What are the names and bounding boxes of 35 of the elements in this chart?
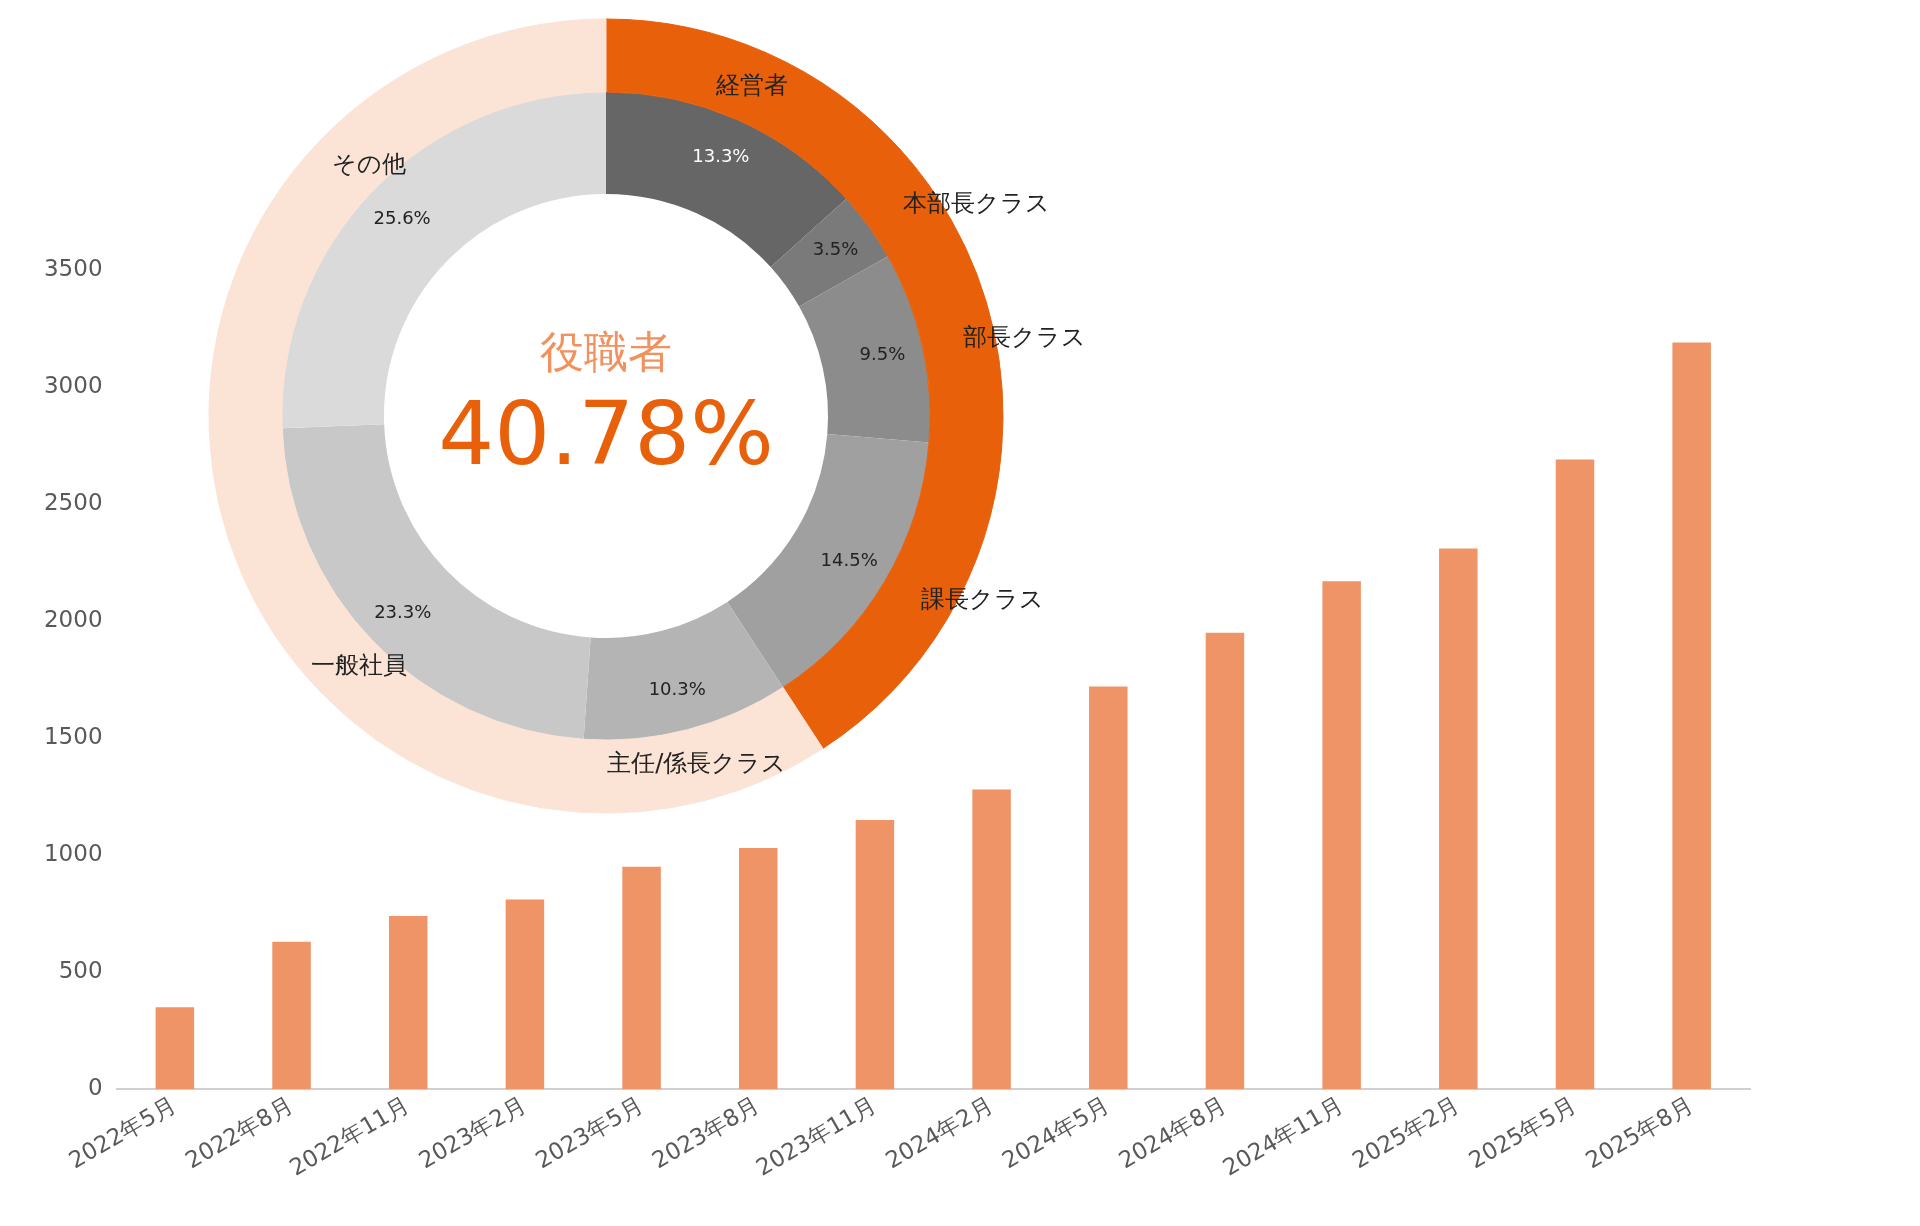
data-label: 13.3% — [692, 144, 750, 166]
bar — [1439, 548, 1478, 1090]
text: 役職者 — [540, 326, 672, 378]
bar — [972, 789, 1011, 1090]
data-label: 3.5% — [812, 238, 859, 260]
data-label: 14.5% — [820, 548, 878, 570]
y-tick-label: 500 — [58, 957, 103, 984]
data-label: 9.5% — [859, 342, 906, 364]
bar — [855, 820, 895, 1090]
y-tick-label: 1500 — [43, 723, 103, 750]
bar — [155, 1007, 195, 1090]
y-tick-label: 3000 — [43, 372, 103, 398]
bar — [1205, 632, 1245, 1090]
y-tick-label: 1000 — [43, 840, 103, 867]
y-tick-label: 0 — [87, 1074, 103, 1101]
bar — [622, 866, 661, 1090]
y-tick-label: 2000 — [43, 606, 103, 633]
slice-label: 一般社員 — [311, 651, 408, 680]
slice-label: その他 — [332, 150, 407, 179]
bar — [1322, 581, 1361, 1090]
y-tick-label: 3500 — [43, 254, 103, 281]
data-label: 10.3% — [648, 677, 706, 699]
slice-label: 主任/係長クラス — [607, 749, 787, 778]
annotation: 40.78% — [438, 381, 774, 485]
data-label: 23.3% — [374, 600, 432, 622]
y-tick-label: 2500 — [43, 489, 103, 516]
bar — [272, 941, 311, 1090]
slice-label: 経営者 — [715, 70, 789, 99]
bar — [505, 899, 545, 1090]
bar — [1089, 686, 1128, 1090]
data-label: 25.6% — [373, 207, 431, 229]
bar — [1672, 342, 1711, 1090]
bar — [1555, 459, 1595, 1090]
bar — [388, 916, 428, 1090]
bar — [739, 848, 778, 1090]
